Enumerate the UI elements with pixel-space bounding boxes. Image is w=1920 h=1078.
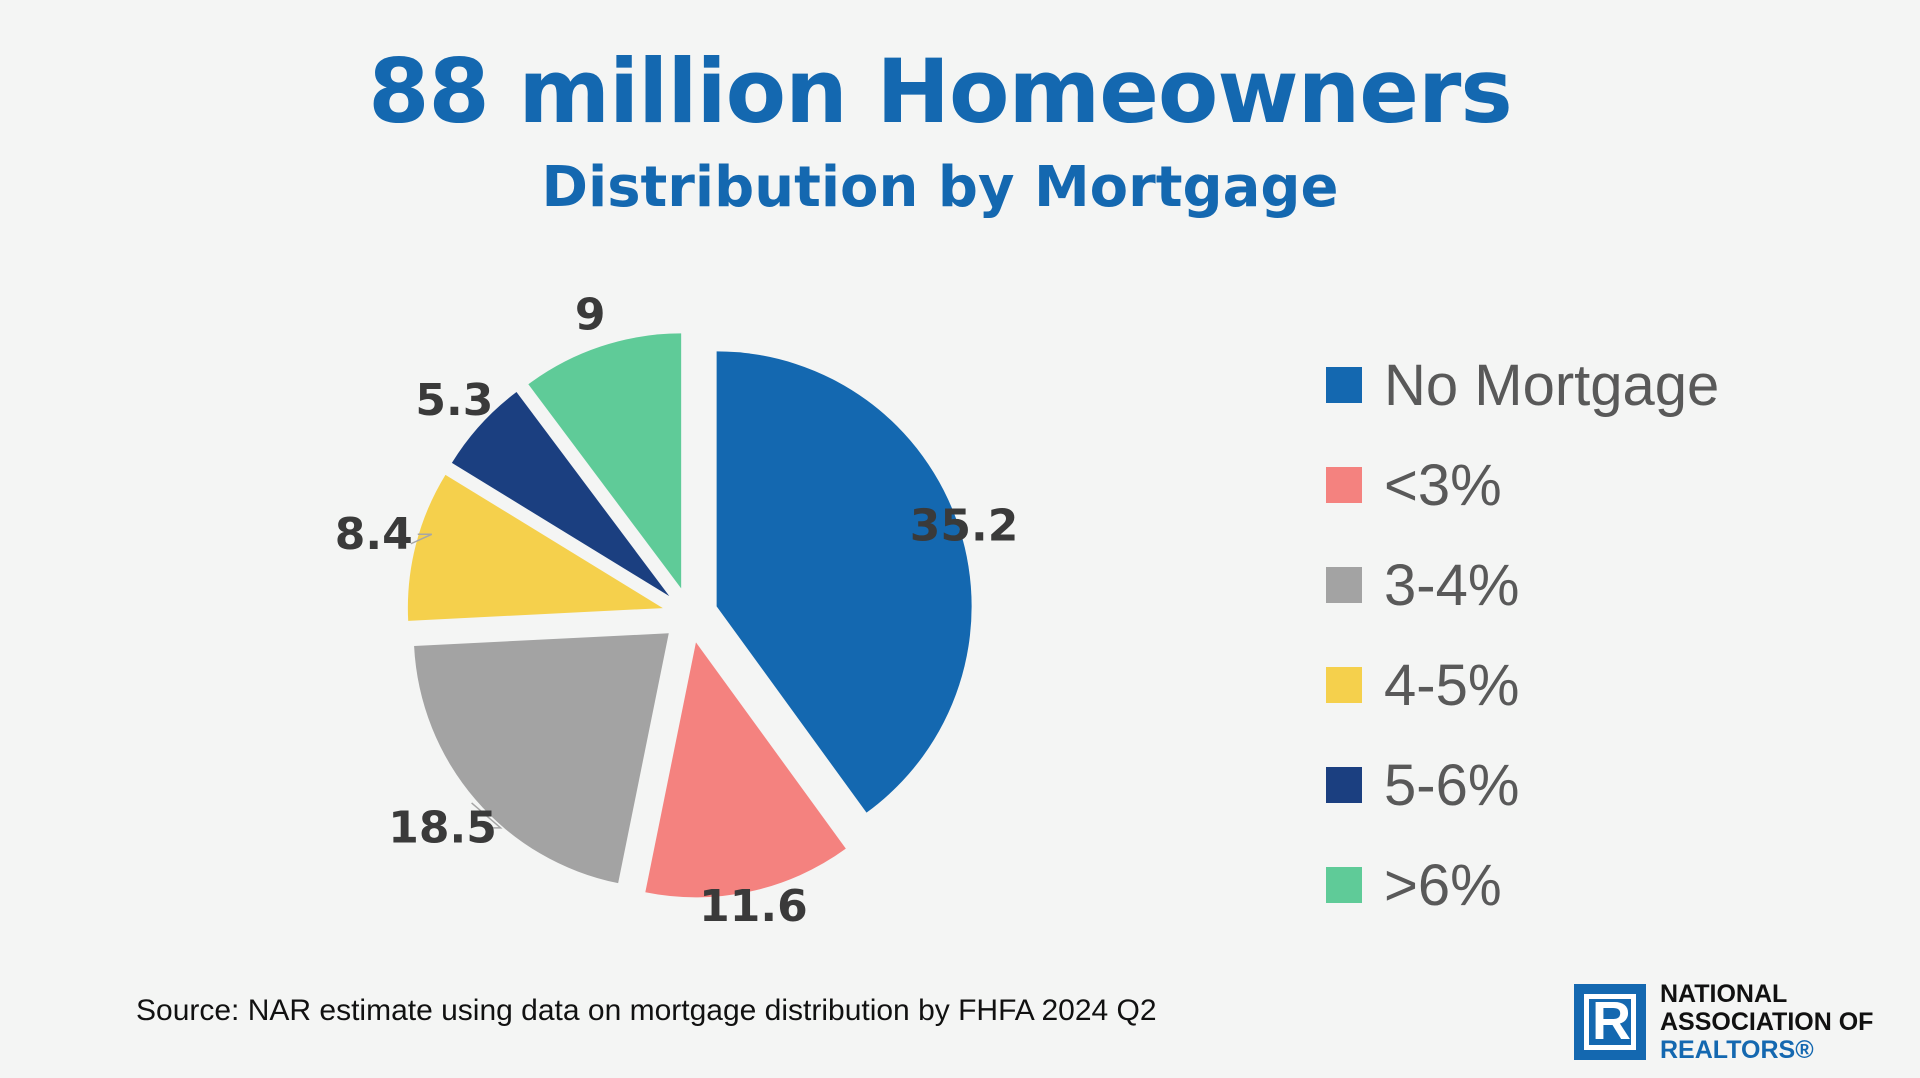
nar-logo: R NATIONAL ASSOCIATION OF REALTORS® [1574, 980, 1873, 1064]
legend-label: No Mortgage [1384, 352, 1720, 418]
source-note: Source: NAR estimate using data on mortg… [136, 994, 1157, 1027]
legend-swatch [1326, 467, 1362, 503]
logo-wordmark: NATIONAL ASSOCIATION OF REALTORS® [1660, 980, 1874, 1064]
legend-swatch [1326, 367, 1362, 403]
pie-slice-gt-6pct [528, 333, 682, 589]
legend-item-5-6pct: 5-6% [1326, 735, 1719, 835]
legend-label: 4-5% [1384, 652, 1520, 718]
data-label-3-4pct: 18.5 [388, 802, 497, 853]
leader-line-4-5pct [410, 533, 433, 545]
data-label-5-6pct: 5.3 [415, 375, 493, 426]
legend-swatch [1326, 667, 1362, 703]
pie-slice-3-4pct [414, 633, 669, 884]
legend-item-no-mortgage: No Mortgage [1326, 335, 1719, 435]
legend-label: 3-4% [1384, 552, 1520, 618]
data-label-lt-3pct: 11.6 [699, 881, 808, 932]
legend-label: >6% [1384, 852, 1502, 918]
legend-swatch [1326, 767, 1362, 803]
pie-slice-no-mortgage [716, 351, 972, 813]
legend-item-3-4pct: 3-4% [1326, 535, 1719, 635]
legend-label: <3% [1384, 452, 1502, 518]
legend-item-gt-6pct: >6% [1326, 835, 1719, 935]
data-label-4-5pct: 8.4 [335, 509, 413, 560]
data-label-no-mortgage: 35.2 [910, 500, 1019, 551]
pie-slice-lt-3pct [645, 642, 846, 898]
pie-slice-5-6pct [451, 392, 670, 597]
pie-slice-4-5pct [407, 474, 663, 621]
chart-title: 88 million Homeowners [368, 40, 1513, 143]
chart-subtitle: Distribution by Mortgage [541, 155, 1339, 220]
legend-swatch [1326, 567, 1362, 603]
legend-swatch [1326, 867, 1362, 903]
realtor-r-logo-icon: R [1574, 984, 1646, 1060]
data-label-gt-6pct: 9 [575, 289, 606, 340]
legend-item-lt-3pct: <3% [1326, 435, 1719, 535]
legend-label: 5-6% [1384, 752, 1520, 818]
legend-item-4-5pct: 4-5% [1326, 635, 1719, 735]
leader-line-3-4pct [471, 802, 503, 829]
chart-legend: No Mortgage <3% 3-4% 4-5% 5-6% >6% [1326, 335, 1719, 935]
